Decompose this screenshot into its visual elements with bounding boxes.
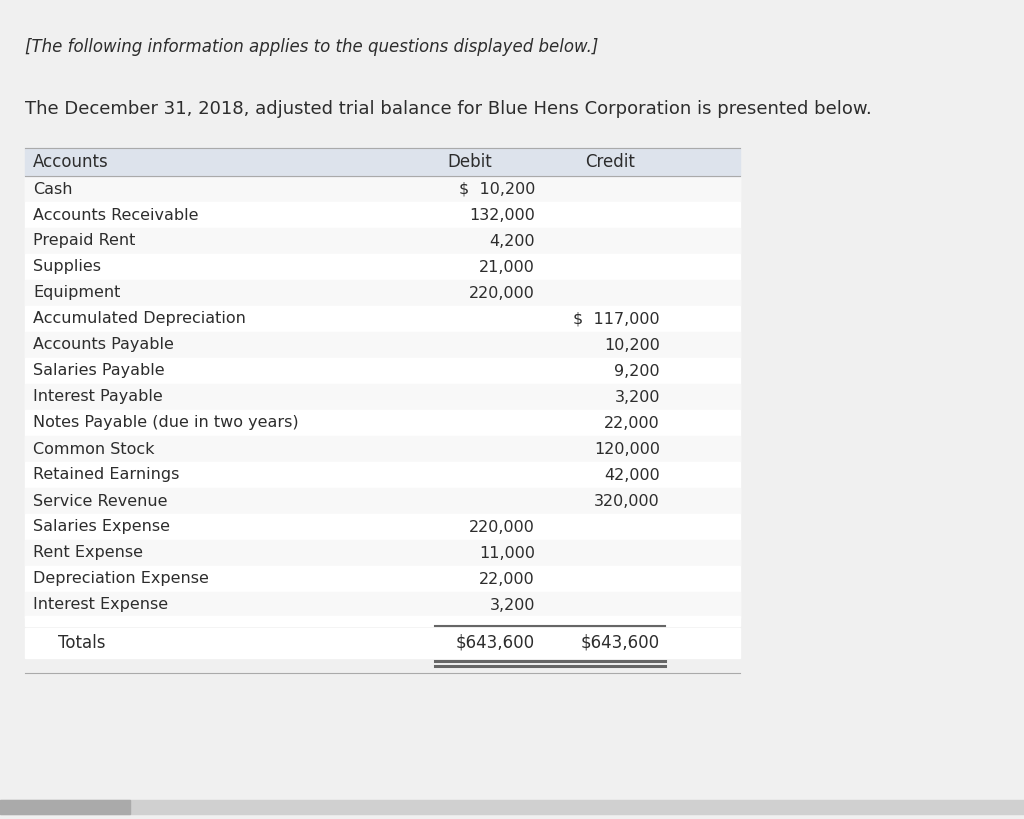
Text: 220,000: 220,000 [469, 286, 535, 301]
Text: Salaries Expense: Salaries Expense [33, 519, 170, 535]
Bar [25, 514, 740, 540]
Text: The December 31, 2018, adjusted trial balance for Blue Hens Corporation is prese: The December 31, 2018, adjusted trial ba… [25, 100, 871, 118]
Bar [0, 800, 1024, 814]
Text: Service Revenue: Service Revenue [33, 494, 168, 509]
Bar [25, 148, 740, 176]
Bar [25, 540, 740, 566]
Bar [25, 488, 740, 514]
Text: 3,200: 3,200 [489, 598, 535, 613]
Text: 9,200: 9,200 [614, 364, 660, 378]
Text: 320,000: 320,000 [594, 494, 660, 509]
Text: Totals: Totals [58, 634, 105, 652]
Text: Debit: Debit [447, 153, 493, 171]
Text: Salaries Payable: Salaries Payable [33, 364, 165, 378]
Text: $  117,000: $ 117,000 [573, 311, 660, 327]
Bar [25, 176, 740, 202]
Text: 4,200: 4,200 [489, 233, 535, 248]
Text: [The following information applies to the questions displayed below.]: [The following information applies to th… [25, 38, 598, 56]
Bar [25, 436, 740, 462]
Bar [25, 566, 740, 592]
Bar [25, 436, 740, 462]
Text: $643,600: $643,600 [581, 634, 660, 652]
Text: Supplies: Supplies [33, 260, 101, 274]
Bar [25, 176, 740, 202]
Bar [25, 384, 740, 410]
Text: Rent Expense: Rent Expense [33, 545, 143, 560]
Text: Accounts: Accounts [33, 153, 109, 171]
Text: Retained Earnings: Retained Earnings [33, 468, 179, 482]
Bar [25, 462, 740, 488]
Text: 3,200: 3,200 [614, 390, 660, 405]
Text: 120,000: 120,000 [594, 441, 660, 456]
Text: Equipment: Equipment [33, 286, 121, 301]
Bar [25, 280, 740, 306]
Bar [25, 592, 740, 618]
Text: 11,000: 11,000 [479, 545, 535, 560]
Text: Cash: Cash [33, 182, 73, 197]
Bar [0, 800, 130, 814]
Text: 10,200: 10,200 [604, 337, 660, 352]
Text: Credit: Credit [585, 153, 635, 171]
Text: 22,000: 22,000 [604, 415, 660, 431]
Bar [25, 410, 740, 436]
Bar [25, 616, 740, 626]
Text: Accumulated Depreciation: Accumulated Depreciation [33, 311, 246, 327]
Bar [25, 332, 740, 358]
Text: 42,000: 42,000 [604, 468, 660, 482]
Text: 220,000: 220,000 [469, 519, 535, 535]
Text: $  10,200: $ 10,200 [459, 182, 535, 197]
Text: Prepaid Rent: Prepaid Rent [33, 233, 135, 248]
Bar [25, 228, 740, 254]
Bar [25, 254, 740, 280]
Text: Common Stock: Common Stock [33, 441, 155, 456]
Bar [25, 306, 740, 332]
Text: 22,000: 22,000 [479, 572, 535, 586]
Bar [25, 202, 740, 228]
Bar [25, 332, 740, 358]
Bar [25, 228, 740, 254]
Bar [25, 358, 740, 384]
Text: $643,600: $643,600 [456, 634, 535, 652]
Bar [25, 592, 740, 618]
Text: 132,000: 132,000 [469, 207, 535, 223]
Bar [25, 488, 740, 514]
Text: Accounts Receivable: Accounts Receivable [33, 207, 199, 223]
Text: 21,000: 21,000 [479, 260, 535, 274]
Text: Notes Payable (due in two years): Notes Payable (due in two years) [33, 415, 299, 431]
Bar [25, 280, 740, 306]
Text: Interest Payable: Interest Payable [33, 390, 163, 405]
Text: Interest Expense: Interest Expense [33, 598, 168, 613]
Bar [25, 628, 740, 658]
Bar [25, 384, 740, 410]
Bar [25, 540, 740, 566]
Text: Accounts Payable: Accounts Payable [33, 337, 174, 352]
Text: Depreciation Expense: Depreciation Expense [33, 572, 209, 586]
